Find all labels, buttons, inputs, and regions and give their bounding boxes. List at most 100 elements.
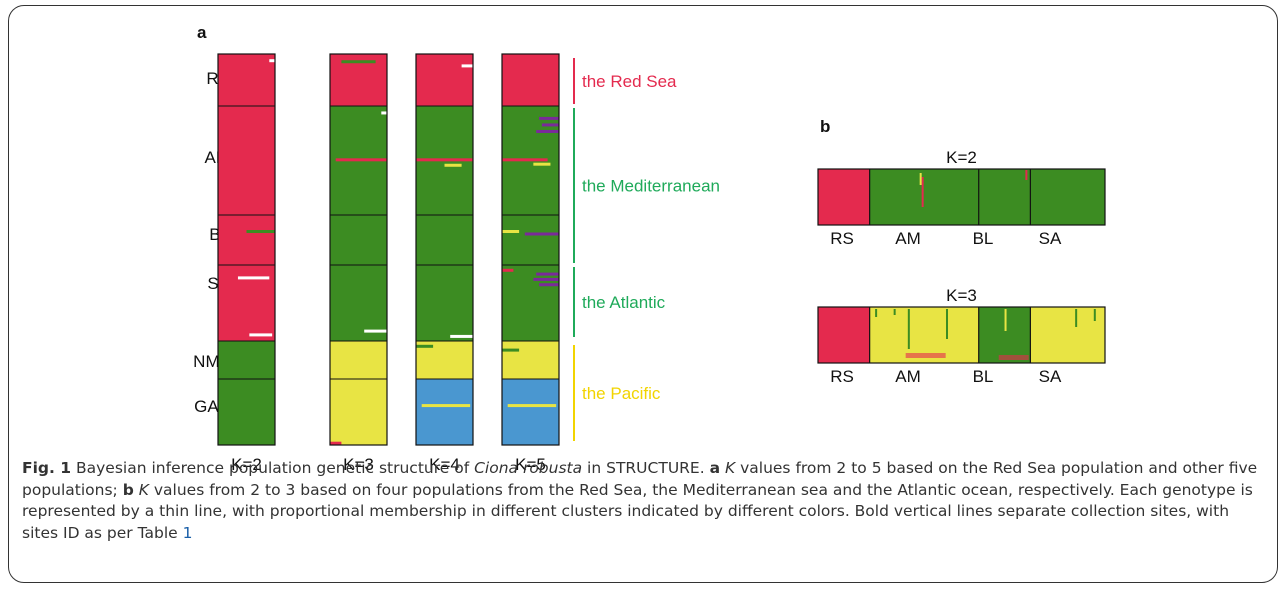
segment-gap bbox=[330, 379, 387, 445]
region-label: the Red Sea bbox=[582, 72, 677, 91]
admixture-line bbox=[335, 158, 387, 162]
caption-panel-b: b bbox=[122, 480, 134, 499]
segment-nmf bbox=[502, 341, 559, 379]
segment-rs bbox=[818, 307, 870, 363]
admixture-line bbox=[541, 123, 559, 127]
panel-a-letter: a bbox=[197, 23, 207, 42]
column-border bbox=[217, 53, 276, 446]
bar-population-label-am: AM bbox=[895, 229, 921, 248]
segment-gap bbox=[218, 379, 275, 445]
admixture-line bbox=[946, 309, 949, 339]
segment-rs bbox=[818, 169, 870, 225]
segment-rs bbox=[218, 54, 275, 106]
column-border bbox=[329, 53, 388, 446]
admixture-line bbox=[502, 158, 548, 162]
panel-b-bars: K=2 RS AM BL SA K=3 RS AM BL SA bbox=[817, 148, 1106, 386]
segment-am bbox=[218, 106, 275, 215]
segment-bl bbox=[416, 215, 473, 265]
admixture-line bbox=[502, 348, 520, 352]
panel-b-letter: b bbox=[820, 117, 830, 136]
caption-panel-a: a bbox=[709, 459, 721, 477]
admixture-line bbox=[444, 163, 462, 167]
admixture-line bbox=[539, 116, 559, 120]
admixture-line bbox=[237, 276, 270, 280]
admixture-line bbox=[875, 309, 878, 317]
caption-k-1: K bbox=[725, 459, 736, 477]
segment-bl bbox=[330, 215, 387, 265]
admixture-line bbox=[381, 111, 387, 115]
bar-population-label-rs: RS bbox=[830, 229, 854, 248]
segment-sa bbox=[416, 265, 473, 341]
segment-gap bbox=[502, 379, 559, 445]
k-label-k2: K=2 bbox=[231, 455, 262, 474]
admixture-line bbox=[502, 268, 514, 272]
segment-nmf bbox=[330, 341, 387, 379]
bar-k-label: K=3 bbox=[946, 286, 977, 305]
admixture-line bbox=[246, 230, 275, 233]
admixture-line bbox=[919, 173, 922, 185]
bar-k3: K=3 RS AM BL SA bbox=[817, 286, 1106, 386]
admixture-line bbox=[539, 283, 559, 287]
admixture-line bbox=[524, 232, 559, 236]
bar-k-label: K=2 bbox=[946, 148, 977, 167]
admixture-line bbox=[998, 355, 1029, 360]
segment-sa bbox=[1030, 307, 1105, 363]
admixture-line bbox=[1025, 170, 1028, 180]
panel-b: b K=2 RS AM BL SA K=3 RS AM BL SA bbox=[817, 117, 1106, 386]
segment-sa bbox=[1030, 169, 1105, 225]
bar-k2: K=2 RS AM BL SA bbox=[817, 148, 1106, 248]
caption-text-2: in STRUCTURE. bbox=[582, 459, 710, 477]
bar-population-label-sa: SA bbox=[1039, 367, 1062, 386]
panel-a: a RSAMBLSANMFGAP K=2K=3K=4K=5 the Red Se… bbox=[193, 23, 720, 474]
caption-text-3: values from 2 to 5 based on the Red Sea … bbox=[22, 459, 1258, 499]
segment-rs bbox=[502, 54, 559, 106]
admixture-line bbox=[341, 60, 376, 64]
admixture-line bbox=[536, 129, 559, 133]
bar-population-label-rs: RS bbox=[830, 367, 854, 386]
bar-population-label-sa: SA bbox=[1039, 229, 1062, 248]
admixture-line bbox=[416, 344, 434, 348]
column-k2 bbox=[217, 53, 276, 446]
bar-population-label-am: AM bbox=[895, 367, 921, 386]
column-k5 bbox=[501, 53, 560, 446]
caption-text-1: Bayesian inference population genetic st… bbox=[71, 459, 475, 477]
segment-sa bbox=[502, 265, 559, 341]
admixture-line bbox=[533, 277, 559, 281]
caption-fig-label: Fig. 1 bbox=[22, 459, 72, 477]
region-label: the Pacific bbox=[582, 384, 661, 403]
admixture-line bbox=[921, 177, 924, 207]
admixture-line bbox=[450, 334, 473, 338]
admixture-line bbox=[507, 404, 557, 408]
admixture-line bbox=[269, 59, 275, 63]
column-border bbox=[415, 53, 474, 446]
admixture-line bbox=[249, 333, 273, 337]
bar-border bbox=[817, 168, 1106, 226]
segment-bl bbox=[978, 169, 1031, 225]
region-brackets: the Red Sea the Mediterranean the Atlantic… bbox=[573, 58, 720, 441]
region-label: the Mediterranean bbox=[582, 177, 720, 196]
figure-frame bbox=[8, 5, 1278, 583]
region-label: the Atlantic bbox=[582, 293, 666, 312]
admixture-line bbox=[905, 353, 946, 358]
segment-sa bbox=[330, 265, 387, 341]
admixture-line bbox=[536, 272, 559, 276]
caption-table-ref[interactable]: 1 bbox=[182, 523, 193, 542]
caption-species: Ciona robusta bbox=[474, 459, 583, 477]
admixture-line bbox=[907, 309, 910, 349]
column-k4 bbox=[415, 53, 474, 446]
segment-rs bbox=[416, 54, 473, 106]
segment-bl bbox=[502, 215, 559, 265]
segment-bl bbox=[218, 215, 275, 265]
admixture-line bbox=[421, 404, 471, 408]
panel-a-columns bbox=[217, 53, 560, 446]
caption-text-4: values from 2 to 3 based on four populat… bbox=[22, 480, 1253, 542]
panel-a-k-labels: K=2 K=3 K=4 K=5 bbox=[231, 455, 546, 474]
segment-nmf bbox=[218, 341, 275, 379]
bar-border bbox=[817, 306, 1106, 364]
figure-caption: Fig. 1 Bayesian inference population gen… bbox=[22, 458, 1262, 544]
bar-population-label-bl: BL bbox=[973, 367, 994, 386]
admixture-line bbox=[1004, 309, 1007, 331]
admixture-line bbox=[533, 162, 551, 166]
k-label-k3: K=3 bbox=[343, 455, 374, 474]
